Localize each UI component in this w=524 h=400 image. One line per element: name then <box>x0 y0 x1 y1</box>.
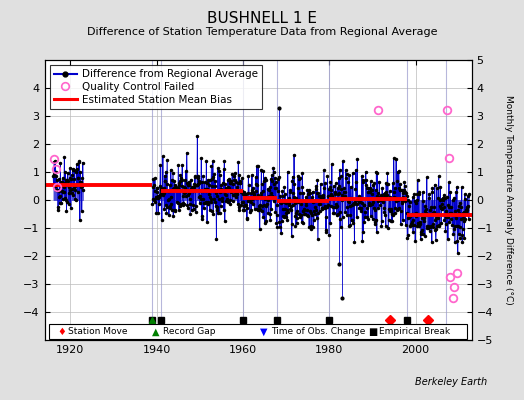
Text: ▼: ▼ <box>260 326 268 337</box>
Text: Berkeley Earth: Berkeley Earth <box>415 377 487 387</box>
FancyBboxPatch shape <box>49 324 467 340</box>
Text: Record Gap: Record Gap <box>163 327 216 336</box>
Text: ♦: ♦ <box>58 326 66 337</box>
Text: Station Move: Station Move <box>68 327 128 336</box>
Text: Time of Obs. Change: Time of Obs. Change <box>271 327 365 336</box>
Text: BUSHNELL 1 E: BUSHNELL 1 E <box>207 11 317 26</box>
Text: ▲: ▲ <box>152 326 160 337</box>
Text: Difference of Station Temperature Data from Regional Average: Difference of Station Temperature Data f… <box>87 27 437 37</box>
Y-axis label: Monthly Temperature Anomaly Difference (°C): Monthly Temperature Anomaly Difference (… <box>504 95 513 305</box>
Text: ■: ■ <box>368 326 377 337</box>
Text: Empirical Break: Empirical Break <box>379 327 450 336</box>
Legend: Difference from Regional Average, Quality Control Failed, Estimated Station Mean: Difference from Regional Average, Qualit… <box>50 65 262 109</box>
